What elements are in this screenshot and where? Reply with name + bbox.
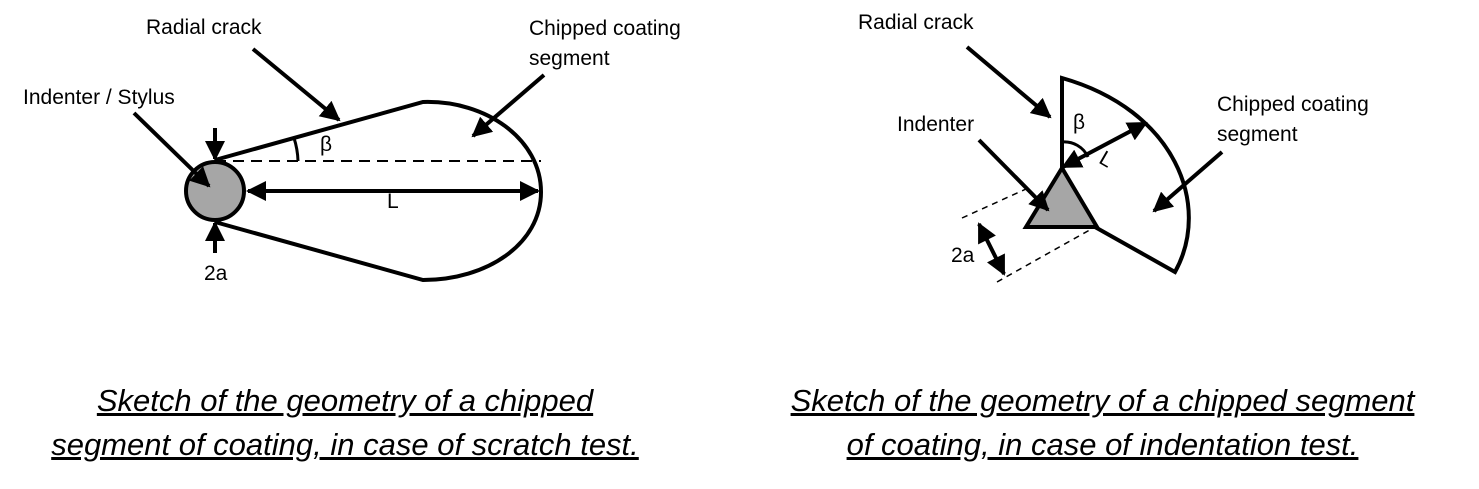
dashed-construction-line-bottom xyxy=(996,226,1096,283)
beta-label: β xyxy=(320,133,332,156)
caption-line: Sketch of the geometry of a chipped xyxy=(96,383,594,418)
beta-label: β xyxy=(1073,111,1085,134)
chipped-segment-label-line2: segment xyxy=(529,47,610,70)
width-label: 2a xyxy=(951,244,975,267)
dashed-construction-line-top xyxy=(961,188,1027,219)
chipped-segment-leader-arrow xyxy=(471,73,546,138)
chipped-segment-label-line2: segment xyxy=(1217,123,1298,146)
radial-crack-label: Radial crack xyxy=(146,16,262,39)
caption-line: Sketch of the geometry of a chipped segm… xyxy=(790,383,1415,418)
length-label: L xyxy=(387,190,399,213)
radial-crack-leader-arrow xyxy=(251,47,341,122)
length-label: L xyxy=(1095,147,1117,173)
chipped-segment-label-line1: Chipped coating xyxy=(529,17,681,40)
chipped-segment-leader-arrow xyxy=(1152,150,1224,213)
chipped-segment-label-line1: Chipped coating xyxy=(1217,93,1369,116)
caption-line: segment of coating, in case of scratch t… xyxy=(51,427,639,462)
length-dimension-arrow xyxy=(1061,121,1148,169)
indentation-test-sketch: Radial crack Chipped coating segment Ind… xyxy=(858,11,1369,283)
caption-line: of coating, in case of indentation test. xyxy=(846,427,1359,462)
width-label: 2a xyxy=(204,262,228,285)
chipped-segment-outline xyxy=(214,99,544,283)
chipped-segment-outline xyxy=(1060,75,1191,275)
scratch-test-sketch: Radial crack Chipped coating segment Ind… xyxy=(23,16,681,285)
indentation-test-caption: Sketch of the geometry of a chipped segm… xyxy=(745,379,1460,467)
scratch-test-caption: Sketch of the geometry of a chipped segm… xyxy=(10,379,680,467)
indenter-leader-arrow xyxy=(977,138,1050,212)
radial-crack-label: Radial crack xyxy=(858,11,974,34)
indenter-leader-arrow xyxy=(132,111,211,188)
beta-angle-arc xyxy=(292,137,300,162)
width-dimension-arrow xyxy=(977,222,1006,276)
indenter-label: Indenter xyxy=(897,113,974,136)
radial-crack-leader-arrow xyxy=(965,45,1052,119)
indenter-stylus-label: Indenter / Stylus xyxy=(23,86,175,109)
